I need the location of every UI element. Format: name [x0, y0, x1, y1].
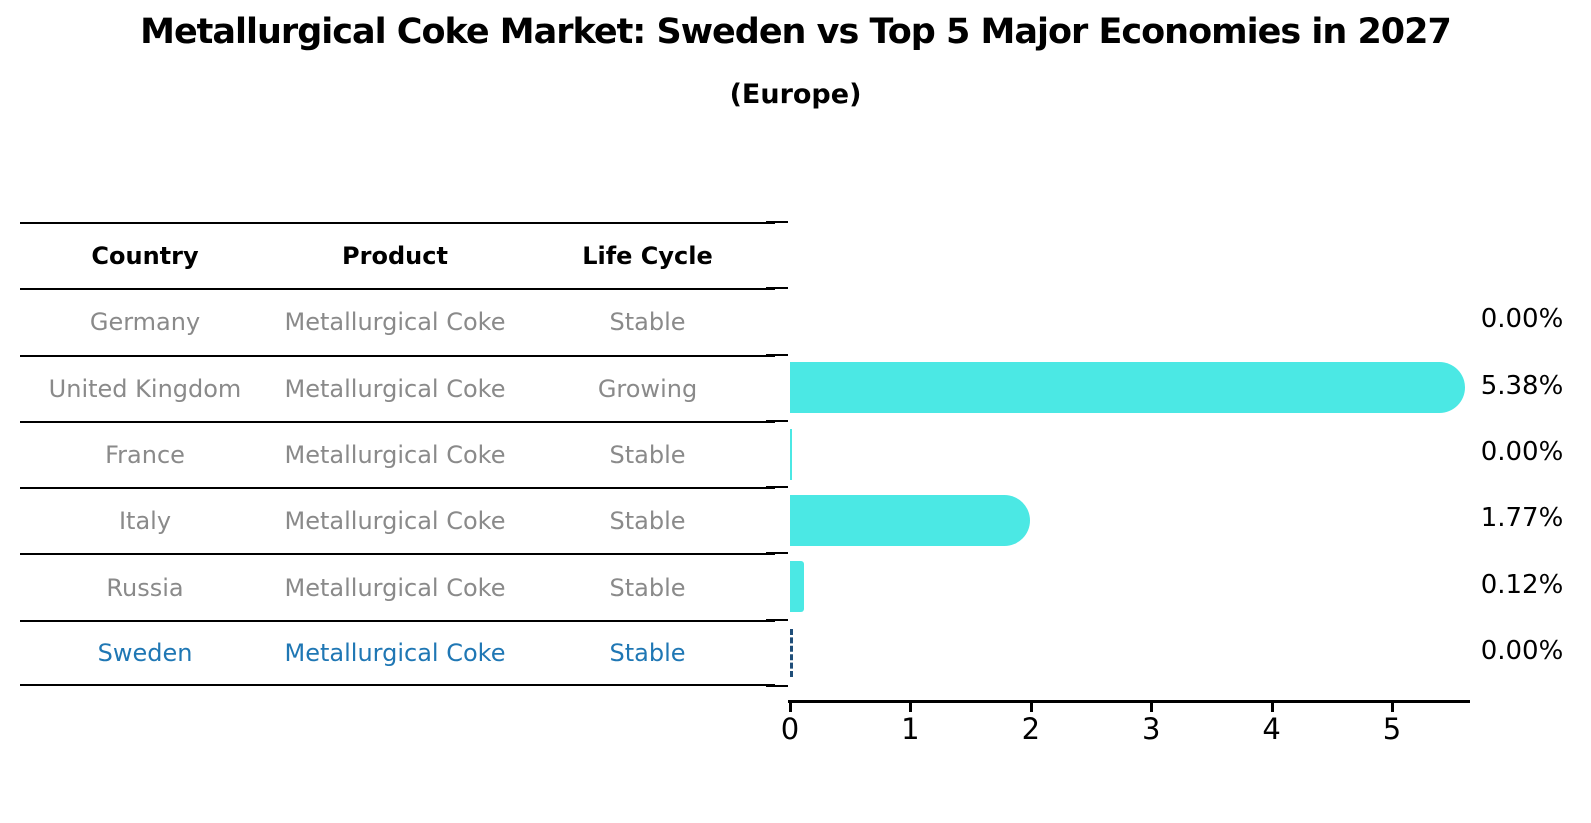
value-label-sweden: 0.00%	[1480, 635, 1564, 666]
x-tick	[1270, 703, 1274, 712]
table-row-italy: Italy Metallurgical Coke Stable	[20, 487, 775, 553]
y-tick	[766, 618, 788, 621]
table-cell-life-cycle: Growing	[597, 374, 698, 403]
chart-subtitle: (Europe)	[729, 79, 862, 110]
x-tick	[1150, 703, 1154, 712]
table-cell-country: Germany	[89, 308, 201, 337]
value-label-italy: 1.77%	[1480, 503, 1564, 534]
x-tick-label: 0	[780, 712, 800, 746]
table-cell-product: Metallurgical Coke	[284, 507, 506, 536]
table-cell-country: Russia	[106, 573, 184, 602]
table-cell-product: Metallurgical Coke	[284, 638, 506, 667]
table-cell-country: United Kingdom	[48, 374, 242, 403]
table-cell-life-cycle: Stable	[609, 507, 686, 536]
value-label-russia: 0.12%	[1480, 569, 1564, 600]
bar-russia	[790, 561, 804, 613]
x-tick-label: 1	[901, 712, 920, 746]
value-label-france: 0.00%	[1480, 437, 1564, 467]
table-header-country: Country	[91, 242, 199, 271]
x-tick-label: 5	[1382, 712, 1402, 746]
x-axis-line	[788, 700, 1470, 703]
table-cell-product: Metallurgical Coke	[284, 374, 506, 403]
bar-sweden	[790, 628, 793, 677]
x-tick-label: 4	[1262, 712, 1281, 746]
y-tick	[766, 486, 788, 489]
bar-france	[790, 428, 792, 480]
x-tick	[1029, 703, 1033, 712]
table-cell-life-cycle: Stable	[609, 573, 686, 602]
y-tick	[766, 287, 788, 290]
table-cell-life-cycle: Stable	[609, 440, 686, 469]
value-label-germany: 0.00%	[1480, 304, 1564, 335]
table-row-france: France Metallurgical Coke Stable	[20, 420, 775, 487]
table-row-united-kingdom: United Kingdom Metallurgical Coke Growing	[20, 354, 775, 421]
table-cell-country: France	[105, 440, 185, 469]
x-tick	[909, 703, 913, 712]
table-cell-product: Metallurgical Coke	[284, 440, 506, 469]
bar-italy	[790, 494, 1031, 546]
y-tick	[766, 221, 788, 223]
y-tick	[766, 419, 788, 422]
y-tick	[766, 353, 788, 356]
table-row-sweden: Sweden Metallurgical Coke Stable	[20, 619, 775, 686]
bar-united-kingdom	[790, 362, 1465, 414]
table-row-russia: Russia Metallurgical Coke Stable	[20, 553, 775, 619]
table-header-product: Product	[342, 242, 448, 271]
table-cell-product: Metallurgical Coke	[284, 308, 506, 337]
y-tick	[766, 685, 788, 687]
table-cell-life-cycle: Stable	[609, 638, 686, 667]
value-label-united-kingdom: 5.38%	[1480, 370, 1564, 401]
chart-title: Metallurgical Coke Market: Sweden vs Top…	[140, 12, 1452, 52]
x-tick-label: 2	[1021, 712, 1041, 746]
table-cell-country: Italy	[118, 507, 172, 536]
table-header-row: Country Product Life Cycle	[20, 222, 775, 288]
table-cell-product: Metallurgical Coke	[284, 573, 506, 602]
table-row-germany: Germany Metallurgical Coke Stable	[20, 288, 775, 354]
table-header-life-cycle: Life Cycle	[582, 242, 713, 271]
x-tick-label: 3	[1141, 712, 1161, 746]
x-tick	[1391, 703, 1394, 712]
y-tick	[766, 552, 788, 555]
table-cell-life-cycle: Stable	[609, 308, 686, 337]
table-cell-country: Sweden	[97, 638, 193, 667]
x-tick	[789, 703, 792, 712]
